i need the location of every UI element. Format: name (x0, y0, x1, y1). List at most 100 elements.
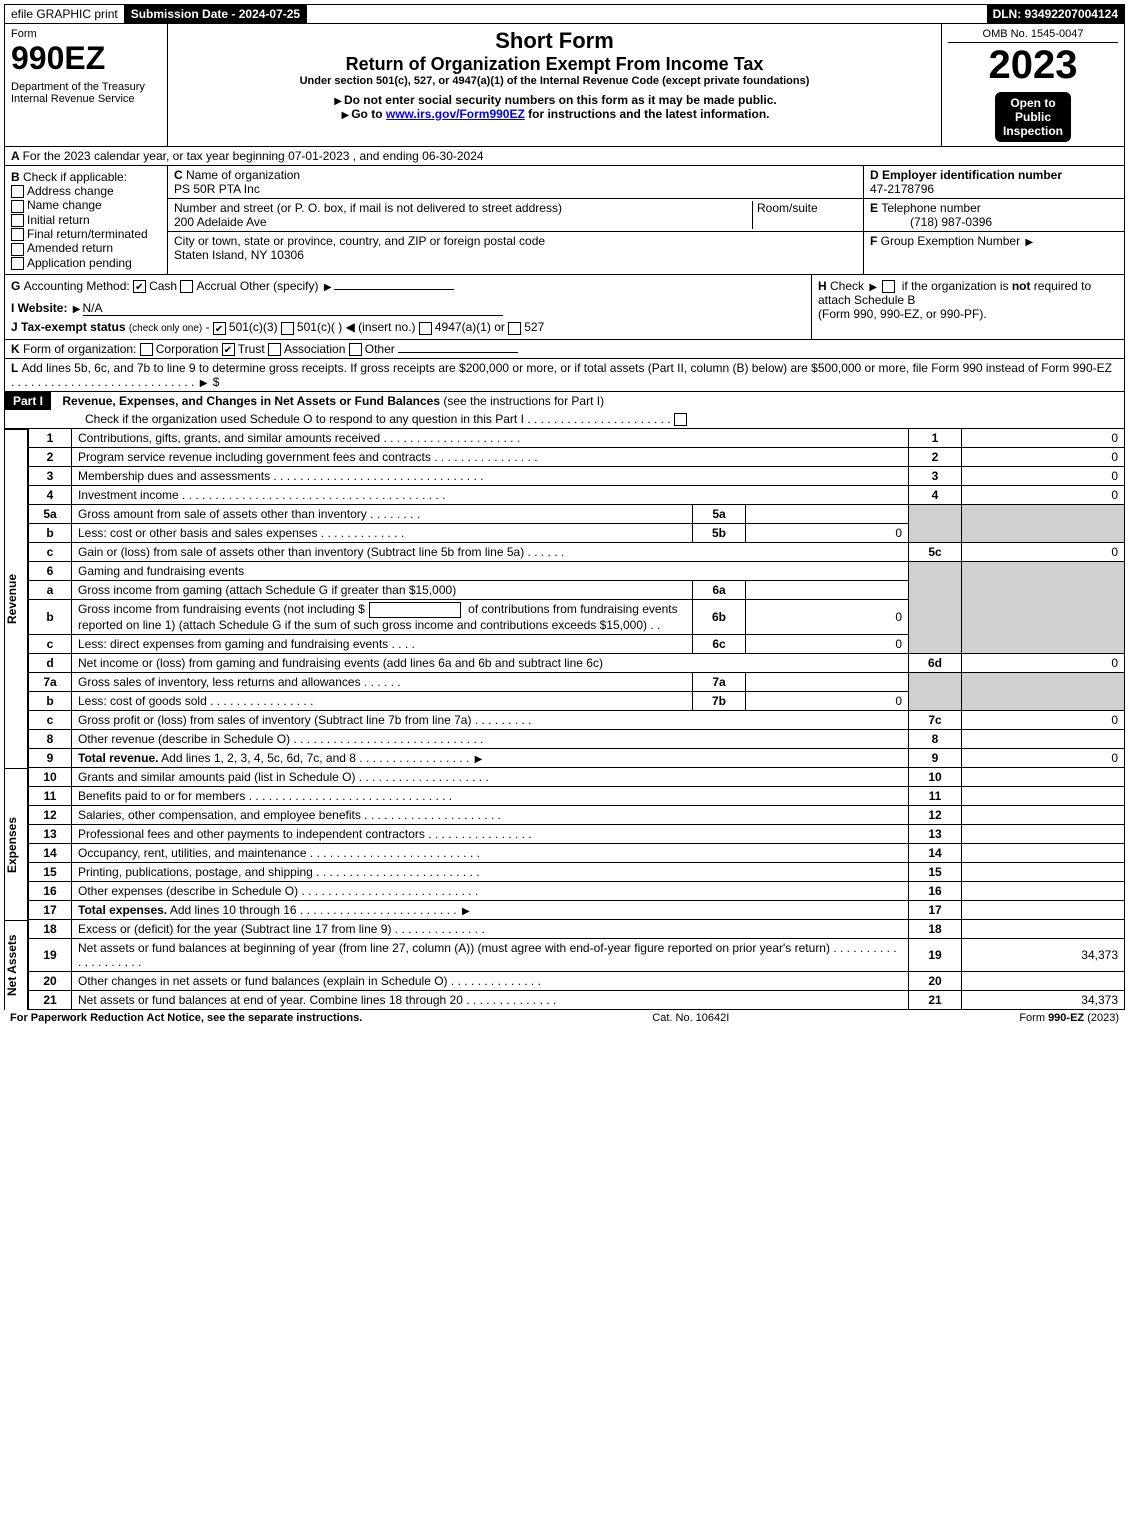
checkbox-accrual[interactable] (180, 280, 193, 293)
l1-amt: 0 (962, 429, 1125, 448)
checkbox-pending[interactable] (11, 257, 24, 270)
line-k: K Form of organization: Corporation Trus… (4, 340, 1125, 359)
arrow-icon (473, 751, 485, 765)
room-label: Room/suite (752, 201, 857, 229)
g-label: Accounting Method: (24, 279, 130, 293)
checkbox-assoc[interactable] (268, 343, 281, 356)
e-label: Telephone number (881, 201, 980, 215)
revenue-sidelabel: Revenue (4, 429, 28, 768)
arrow-icon (322, 279, 334, 293)
ssn-warning: Do not enter social security numbers on … (344, 93, 777, 107)
l19-text: Net assets or fund balances at beginning… (78, 941, 830, 955)
tax-year: 2023 (948, 43, 1118, 88)
j-label: Tax-exempt status (21, 320, 125, 334)
opt-name: Name change (27, 198, 102, 212)
revenue-table: 1Contributions, gifts, grants, and simil… (28, 429, 1125, 768)
dln: DLN: 93492207004124 (987, 5, 1124, 23)
l6d-amt: 0 (962, 654, 1125, 673)
goto-post: for instructions and the latest informat… (525, 107, 770, 121)
checkbox-501c[interactable] (281, 322, 294, 335)
g-accrual: Accrual (196, 279, 236, 293)
k-other: Other (365, 342, 395, 356)
l11-text: Benefits paid to or for members (78, 789, 245, 803)
netassets-table: 18Excess or (deficit) for the year (Subt… (28, 920, 1125, 1010)
h-t3: (Form 990, 990-EZ, or 990-PF). (818, 307, 987, 321)
j-501c3: 501(c)(3) (229, 320, 278, 334)
footer-right-pre: Form (1019, 1012, 1048, 1024)
checkbox-527[interactable] (508, 322, 521, 335)
l6a-text: Gross income from gaming (attach Schedul… (78, 583, 456, 597)
l5c-text: Gain or (loss) from sale of assets other… (78, 545, 524, 559)
l6b-mid: 0 (746, 600, 909, 635)
dept: Department of the Treasury (11, 81, 161, 93)
checkbox-h[interactable] (882, 280, 895, 293)
arrow-icon (340, 107, 352, 121)
l7b-mid: 0 (746, 692, 909, 711)
part-i-check: Check if the organization used Schedule … (85, 412, 524, 426)
arrow-icon (198, 375, 210, 389)
g-other: Other (specify) (240, 279, 319, 293)
l-amt: $ (213, 375, 220, 389)
j-527: 527 (524, 320, 544, 334)
line-g-h: G Accounting Method: Cash Accrual Other … (4, 275, 1125, 340)
box-b: B Check if applicable: Address change Na… (5, 166, 168, 274)
efile-print[interactable]: efile GRAPHIC print (5, 5, 125, 23)
footer-mid: Cat. No. 10642I (652, 1012, 729, 1024)
arrow-icon (1023, 234, 1035, 248)
l7c-amt: 0 (962, 711, 1125, 730)
l19-amt: 34,373 (962, 939, 1125, 972)
checkbox-501c3[interactable] (213, 322, 226, 335)
h-not: not (1012, 279, 1031, 293)
h-label: Check (830, 279, 864, 293)
l4-text: Investment income (78, 488, 179, 502)
checkbox-initial[interactable] (11, 214, 24, 227)
org-street: 200 Adelaide Ave (174, 215, 267, 229)
checkbox-4947[interactable] (419, 322, 432, 335)
l2-text: Program service revenue including govern… (78, 450, 431, 464)
checkbox-cash[interactable] (133, 280, 146, 293)
checkbox-other[interactable] (349, 343, 362, 356)
org-name: PS 50R PTA Inc (174, 182, 260, 196)
website: N/A (83, 301, 103, 315)
checkbox-address[interactable] (11, 185, 24, 198)
expenses-sidelabel: Expenses (4, 768, 28, 920)
l6b-blank (369, 602, 461, 618)
omb: OMB No. 1545-0047 (948, 28, 1118, 43)
box-b-label: Check if applicable: (23, 170, 127, 184)
checkbox-amended[interactable] (11, 243, 24, 256)
l-text: Add lines 5b, 6c, and 7b to line 9 to de… (21, 361, 1112, 375)
checkbox-final[interactable] (11, 228, 24, 241)
l5c-amt: 0 (962, 543, 1125, 562)
open1: Open to (1003, 96, 1063, 110)
irs-link[interactable]: www.irs.gov/Form990EZ (386, 107, 525, 121)
checkbox-name[interactable] (11, 200, 24, 213)
j-501c: 501(c)( (297, 320, 335, 334)
l7b-text: Less: cost of goods sold (78, 694, 207, 708)
opt-initial: Initial return (27, 213, 90, 227)
footer-left: For Paperwork Reduction Act Notice, see … (10, 1012, 362, 1024)
checkbox-corp[interactable] (140, 343, 153, 356)
l14-text: Occupancy, rent, utilities, and maintena… (78, 846, 307, 860)
l6b-pre: Gross income from fundraising events (no… (78, 602, 365, 616)
l18-text: Excess or (deficit) for the year (Subtra… (78, 922, 391, 936)
under-section: Under section 501(c), 527, or 4947(a)(1)… (174, 75, 935, 87)
part-i-heading: Revenue, Expenses, and Changes in Net As… (54, 394, 440, 408)
c-city-label: City or town, state or province, country… (174, 234, 545, 248)
h-t1: if the organization is (902, 279, 1012, 293)
goto-pre: Go to (351, 107, 386, 121)
k-corp: Corporation (156, 342, 219, 356)
checkbox-trust[interactable] (222, 343, 235, 356)
l6-text: Gaming and fundraising events (72, 562, 909, 581)
open2: Public (1003, 110, 1063, 124)
revenue-section: Revenue 1Contributions, gifts, grants, a… (4, 429, 1125, 768)
netassets-sidelabel: Net Assets (4, 920, 28, 1010)
footer-right-post: (2023) (1084, 1012, 1119, 1024)
l21-amt: 34,373 (962, 991, 1125, 1010)
d-label: Employer identification number (882, 168, 1062, 182)
checkbox-part-i[interactable] (674, 413, 687, 426)
l4-amt: 0 (962, 486, 1125, 505)
form-header: Form 990EZ Department of the Treasury In… (4, 24, 1125, 147)
form-label: Form (11, 28, 161, 40)
l5a-text: Gross amount from sale of assets other t… (78, 507, 367, 521)
footer-right-form: 990-EZ (1048, 1012, 1084, 1024)
